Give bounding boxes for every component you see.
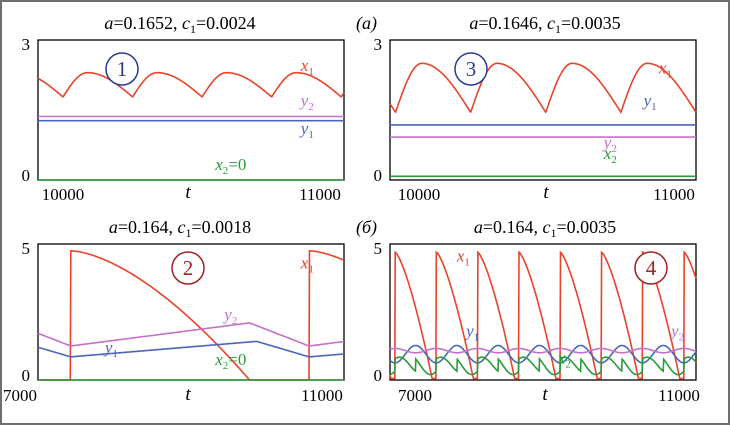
- series-label-y2-panel-2: y2: [222, 305, 237, 327]
- series-label-y1-panel-3: y1: [642, 91, 657, 113]
- chart-title-4: a=0.164, c1=0.0035: [474, 217, 616, 240]
- series-label-x1-panel-1: x1: [300, 56, 314, 78]
- series-group-1: [37, 71, 345, 181]
- panel-label-a: (a): [356, 13, 377, 34]
- badge-number-3: 3: [466, 57, 477, 81]
- badge-circle-2: [171, 251, 205, 285]
- series-line-x2-panel-4: [389, 356, 697, 376]
- series-line-y2-panel-4: [389, 347, 697, 354]
- xlabel-2: t: [185, 384, 191, 405]
- series-group-3: [389, 62, 697, 178]
- series-label-y1-panel-1: y1: [299, 119, 314, 141]
- labels-group-2: x1 y2 y1 x2=0: [103, 254, 314, 373]
- panel-label-b: (б): [356, 217, 377, 238]
- series-group-2: [37, 250, 345, 381]
- series-line-y1-panel-4: [389, 344, 697, 364]
- ytick-2-top: 5: [22, 239, 31, 258]
- ytick-4-top: 5: [374, 239, 383, 258]
- chart-panel-4: a=0.164, c1=0.0035 x1 y1 y2 x2 5 0 7000 110…: [374, 217, 700, 405]
- badge-circle-4: [634, 251, 668, 285]
- chart-title-3: a=0.1646, c1=0.0035: [469, 13, 620, 36]
- plot-frame-4: [389, 243, 697, 381]
- chart-panel-2: a=0.164, c1=0.0018 x1 y2 y1 x2=0 5 0 7000 1…: [3, 217, 345, 405]
- ytick-3-bottom: 0: [374, 166, 383, 185]
- badge-number-2: 2: [183, 256, 194, 280]
- series-label-x2-panel-1: x2=0: [214, 155, 246, 177]
- series-line-y2-panel-2: [37, 322, 344, 347]
- badge-number-1: 1: [117, 57, 128, 81]
- series-label-y2-panel-3: y2: [602, 133, 617, 155]
- series-label-x2-panel-3: x2: [603, 144, 617, 166]
- series-line-x1-panel-3: [389, 62, 697, 114]
- xtick-4-right: 11000: [658, 386, 700, 405]
- ytick-2-bottom: 0: [22, 366, 31, 385]
- chart-title-1: a=0.1652, c1=0.0024: [104, 13, 255, 36]
- badge-circle-3: [454, 52, 488, 86]
- series-label-x1-panel-2: x1: [300, 254, 314, 276]
- badge-circle-1: [105, 52, 139, 86]
- series-label-y2-panel-1: y2: [299, 91, 314, 113]
- series-label-x1-panel-3: x1: [658, 59, 672, 81]
- ytick-4-bottom: 0: [374, 366, 383, 385]
- xtick-1-left: 10000: [42, 185, 85, 204]
- series-label-x2-panel-2: x2=0: [214, 350, 246, 372]
- xtick-4-left: 7000: [398, 386, 432, 405]
- ytick-3-top: 3: [374, 35, 383, 54]
- ytick-1-top: 3: [22, 35, 31, 54]
- xtick-3-left: 10000: [398, 185, 441, 204]
- ytick-1-bottom: 0: [22, 166, 31, 185]
- series-label-y2-panel-4: y2: [669, 322, 684, 344]
- series-label-x1-panel-4: x1: [456, 247, 470, 269]
- series-label-x2-panel-4: x2: [557, 349, 571, 371]
- xtick-2-right: 11000: [301, 386, 343, 405]
- xlabel-3: t: [543, 182, 549, 203]
- xtick-3-right: 11000: [653, 185, 695, 204]
- series-line-y1-panel-2: [37, 340, 344, 358]
- chart-panel-1: a=0.1652, c1=0.0024 x1 y2 y1 x2=0 3 0 10000…: [22, 13, 345, 204]
- xlabel-4: t: [542, 384, 548, 405]
- plot-frame-3: [389, 39, 697, 181]
- badge-number-4: 4: [646, 256, 657, 280]
- xtick-2-left: 7000: [3, 386, 37, 405]
- series-line-x1-panel-1: [37, 71, 345, 98]
- labels-group-4: x1 y1 y2 x2: [456, 247, 684, 371]
- chart-title-2: a=0.164, c1=0.0018: [109, 217, 251, 240]
- xtick-1-right: 11000: [299, 185, 341, 204]
- xlabel-1: t: [185, 182, 191, 203]
- series-label-y1-panel-2: y1: [103, 338, 118, 360]
- series-label-y1-panel-4: y1: [464, 322, 479, 344]
- labels-group-1: x1 y2 y1 x2=0: [214, 56, 314, 177]
